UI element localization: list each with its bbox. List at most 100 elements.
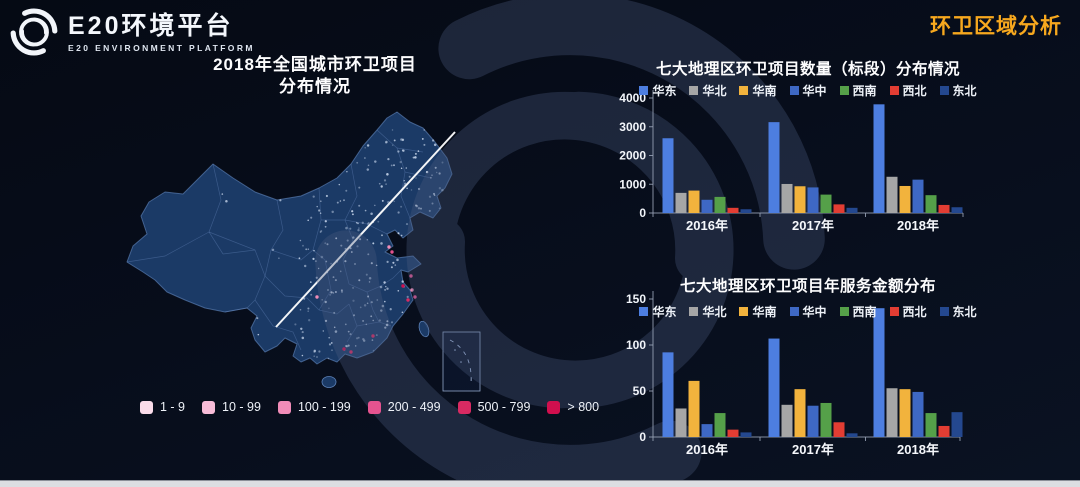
hainan-island — [321, 376, 337, 388]
chart-legend-item: 华东 — [639, 303, 676, 320]
bar-华南-2017年 — [794, 389, 806, 437]
bar-华东-2017年 — [768, 338, 780, 437]
y-tick-label: 3000 — [619, 120, 646, 134]
map-legend-swatch — [202, 400, 216, 414]
map-legend-swatch — [367, 400, 381, 414]
chart-legend-label: 华东 — [652, 305, 677, 319]
bar-华中-2018年 — [912, 179, 924, 213]
map-legend-item: 100 - 199 — [277, 400, 351, 414]
map-panel: 2018年全国城市环卫项目 分布情况 — [95, 48, 535, 433]
map-legend: 1 - 9 10 - 99 100 - 199 200 - 499 500 - 799 >… — [140, 400, 1070, 414]
bar-东北-2017年 — [846, 207, 858, 213]
chart-legend-item: 西南 — [839, 82, 877, 99]
chart-legend-label: 华中 — [802, 305, 827, 319]
bar-西南-2016年 — [714, 413, 726, 437]
map-legend-item: 10 - 99 — [202, 400, 261, 414]
bar-西北-2017年 — [833, 204, 845, 213]
chart-legend-label: 华南 — [752, 84, 777, 98]
chart-legend-item: 西南 — [839, 303, 877, 320]
chart-legend-swatch — [639, 307, 649, 316]
chart-legend-swatch — [689, 307, 699, 316]
page-title: 环卫区域分析 — [930, 15, 1062, 38]
chart-legend-item: 西北 — [889, 82, 927, 99]
service-amount-chart-title: 七大地理区环卫项目年服务金额分布 — [679, 278, 936, 295]
logo-title: E20环境平台 — [68, 11, 234, 40]
bar-华南-2016年 — [688, 190, 700, 213]
bar-西北-2016年 — [727, 207, 739, 213]
chart-legend-item: 华北 — [689, 303, 726, 320]
chart-legend-label: 西北 — [902, 84, 927, 98]
chart-legend-swatch — [789, 307, 799, 316]
bar-西北-2017年 — [833, 422, 845, 437]
map-title-line2: 分布情况 — [279, 77, 351, 96]
bar-华东-2017年 — [768, 122, 780, 213]
map-title: 2018年全国城市环卫项目 分布情况 — [95, 54, 535, 98]
bar-华中-2017年 — [807, 187, 819, 213]
chart-legend-label: 华北 — [702, 84, 727, 98]
bar-东北-2018年 — [951, 412, 963, 437]
x-category-label: 2018年 — [897, 442, 939, 457]
chart-legend-label: 华南 — [752, 305, 777, 319]
chart-legend-item: 东北 — [939, 303, 977, 320]
chart-legend-label: 华北 — [702, 305, 727, 319]
hu-line — [275, 131, 456, 328]
bar-西南-2017年 — [820, 402, 832, 437]
china-map — [126, 111, 481, 392]
bar-华东-2016年 — [662, 352, 674, 437]
chart-legend-item: 西北 — [889, 303, 927, 320]
bottom-strip — [0, 480, 1080, 487]
map-legend-swatch — [140, 400, 153, 414]
bar-东北-2018年 — [951, 207, 963, 213]
chart-legend-swatch — [739, 307, 749, 316]
y-tick-label: 150 — [626, 292, 646, 306]
map-legend-label: > 800 — [567, 400, 600, 414]
south-china-sea-inset — [442, 331, 481, 392]
y-tick-label: 1000 — [619, 177, 646, 191]
chart-legend-swatch — [889, 86, 899, 95]
x-category-label: 2018年 — [897, 218, 939, 233]
chart-legend-swatch — [939, 86, 949, 95]
chart-legend-swatch — [839, 307, 849, 316]
bar-西北-2018年 — [938, 204, 950, 213]
y-tick-label: 2000 — [619, 149, 646, 163]
bar-华中-2016年 — [701, 199, 713, 213]
chart-legend-item: 华南 — [739, 82, 777, 99]
chart-legend-label: 华中 — [802, 84, 827, 98]
map-legend-label: 500 - 799 — [477, 400, 531, 414]
chart-legend-item: 华中 — [789, 303, 827, 320]
bar-华南-2018年 — [899, 185, 911, 213]
chart-legend-item: 华南 — [739, 303, 777, 320]
bar-华南-2017年 — [794, 186, 806, 213]
bar-华东-2016年 — [662, 138, 674, 213]
map-legend-label: 1 - 9 — [160, 400, 186, 414]
china-outline — [126, 111, 453, 365]
x-category-label: 2016年 — [686, 218, 728, 233]
bar-西北-2018年 — [938, 425, 950, 437]
e20-logo-icon — [8, 6, 60, 58]
bar-华北-2016年 — [675, 408, 687, 437]
chart-legend-label: 西南 — [852, 305, 877, 319]
y-tick-label: 0 — [639, 206, 646, 220]
x-category-label: 2017年 — [792, 442, 834, 457]
bar-华中-2017年 — [807, 405, 819, 437]
chart-legend-swatch — [939, 307, 949, 316]
bar-华北-2017年 — [781, 404, 793, 437]
service-amount-chart-legend: 华东 华北 华南 华中 西南 西北 东北 — [639, 303, 977, 320]
project-count-chart-title: 七大地理区环卫项目数量（标段）分布情况 — [655, 61, 960, 78]
x-category-label: 2017年 — [792, 218, 834, 233]
bar-华北-2017年 — [781, 183, 793, 213]
chart-legend-label: 东北 — [952, 84, 977, 98]
project-hotspot-dots — [315, 245, 417, 354]
bar-西南-2018年 — [925, 195, 937, 213]
bar-华东-2018年 — [873, 308, 885, 437]
map-legend-swatch — [457, 400, 471, 414]
map-legend-label: 100 - 199 — [297, 400, 351, 414]
bar-华东-2018年 — [873, 104, 885, 213]
project-count-chart-legend: 华东 华北 华南 华中 西南 西北 东北 — [639, 82, 977, 99]
y-tick-label: 0 — [639, 430, 646, 444]
map-legend-swatch — [547, 400, 561, 414]
y-tick-label: 50 — [633, 384, 647, 398]
project-count-chart: 七大地理区环卫项目数量（标段）分布情况 华东 华北 华南 华中 西南 西北 东北 0 1000… — [600, 55, 1070, 250]
